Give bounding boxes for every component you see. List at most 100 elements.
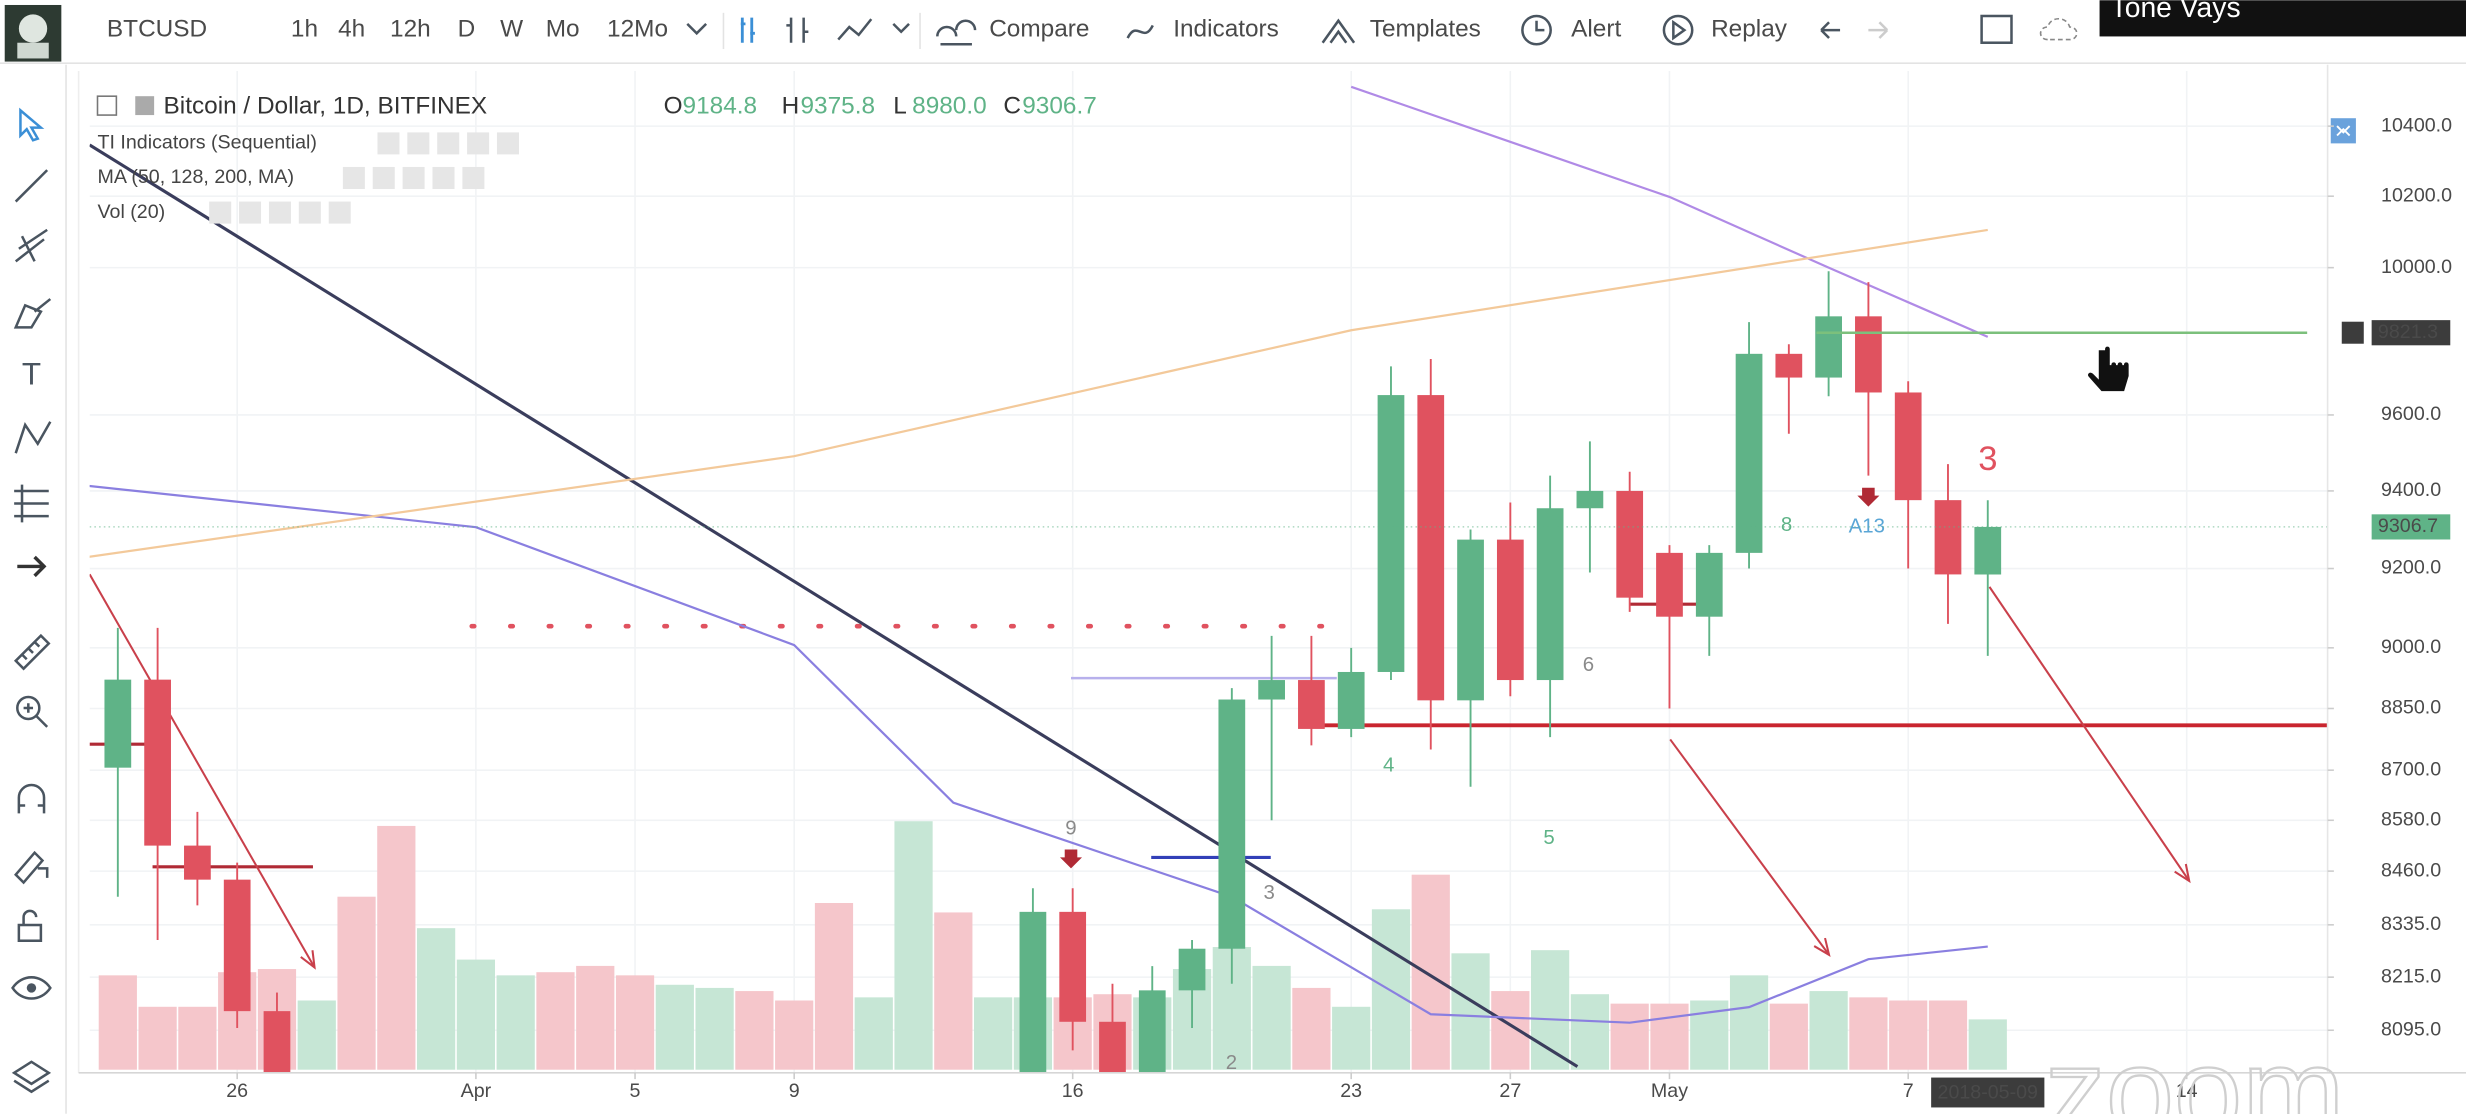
undo[interactable] bbox=[1820, 21, 1841, 39]
toolbar-button[interactable]: Compare bbox=[989, 16, 1089, 43]
arrow bbox=[1669, 738, 1830, 956]
brush-tool[interactable] bbox=[13, 298, 52, 329]
collapse-tool[interactable] bbox=[17, 555, 47, 578]
marker-plus[interactable] bbox=[2341, 321, 2364, 344]
indicator-control[interactable] bbox=[328, 201, 351, 224]
pattern-tool[interactable] bbox=[14, 421, 52, 454]
replay-icon[interactable] bbox=[1662, 14, 1694, 46]
indicator-control[interactable] bbox=[298, 201, 321, 224]
interval-button[interactable]: Mo bbox=[546, 16, 580, 43]
indicator-control[interactable] bbox=[342, 166, 365, 189]
indicator-control[interactable] bbox=[437, 132, 460, 155]
candle-body bbox=[1019, 911, 1047, 1073]
indicator-label: MA (50, 128, 200, MA) bbox=[98, 166, 295, 188]
volume-bar bbox=[178, 1006, 217, 1070]
indicators-icon[interactable] bbox=[1126, 24, 1154, 39]
annotation: 6 bbox=[1583, 653, 1594, 676]
fib-tool[interactable] bbox=[14, 228, 48, 263]
volume-bar bbox=[655, 984, 694, 1070]
video-overlay bbox=[2099, 0, 2466, 37]
x-tick-label: May bbox=[1651, 1080, 1688, 1102]
trendline-tool[interactable] bbox=[14, 169, 49, 203]
text-tool[interactable]: T bbox=[22, 356, 41, 391]
interval-button[interactable]: 12Mo bbox=[607, 16, 668, 43]
indicator-control[interactable] bbox=[407, 132, 430, 155]
volume-bar bbox=[377, 825, 416, 1070]
symbol[interactable]: BTCUSD bbox=[107, 16, 207, 43]
mouse-cursor bbox=[2086, 345, 2131, 393]
redo[interactable] bbox=[1868, 21, 1889, 39]
indicator-control[interactable] bbox=[462, 166, 485, 189]
y-tick-label: 8460.0 bbox=[2381, 859, 2441, 881]
indicator-control[interactable] bbox=[496, 132, 519, 155]
candles-icon[interactable] bbox=[740, 17, 755, 43]
indicator-control[interactable] bbox=[268, 201, 291, 224]
volume-bar bbox=[1809, 991, 1848, 1070]
alert-icon[interactable] bbox=[1521, 14, 1552, 46]
style-dropdown[interactable] bbox=[892, 22, 910, 34]
x-tick-label: 5 bbox=[630, 1080, 641, 1102]
cursor-date-box bbox=[1931, 1077, 2045, 1108]
volume-bar bbox=[1491, 991, 1530, 1070]
templates-icon[interactable] bbox=[1321, 18, 1356, 44]
time-axis bbox=[78, 1072, 2466, 1114]
settings-badge[interactable] bbox=[2330, 118, 2356, 144]
indicator-control[interactable] bbox=[372, 166, 395, 189]
indicator-control[interactable] bbox=[209, 201, 232, 224]
interval-button[interactable]: 4h bbox=[338, 16, 365, 43]
interval-dropdown[interactable] bbox=[686, 22, 708, 36]
legend-key: L bbox=[893, 93, 907, 120]
indicator-control[interactable] bbox=[432, 166, 455, 189]
candle-body bbox=[1616, 490, 1644, 598]
indicator-control[interactable] bbox=[239, 201, 262, 224]
zoom-tool[interactable] bbox=[16, 695, 41, 721]
annotation: 5 bbox=[1543, 826, 1554, 849]
legend-collapse[interactable] bbox=[96, 95, 118, 116]
watermark: zoom bbox=[2045, 1023, 2345, 1114]
toolbar-button[interactable]: Alert bbox=[1571, 16, 1621, 43]
indicator-control[interactable] bbox=[402, 166, 425, 189]
cloud[interactable] bbox=[2039, 17, 2078, 41]
layers-tool[interactable] bbox=[11, 1060, 52, 1094]
lock-tool[interactable] bbox=[17, 923, 43, 942]
visibility-tool[interactable] bbox=[11, 976, 52, 1000]
chart-pane: 3 8 A13 6 4 5 9 3 2 bbox=[89, 71, 2328, 1073]
volume-bar bbox=[1889, 1000, 1928, 1070]
toolbar-button[interactable]: Replay bbox=[1711, 16, 1788, 43]
lock-drawing-tool[interactable] bbox=[14, 850, 49, 885]
interval-button[interactable]: 1h bbox=[291, 16, 318, 43]
candle-body bbox=[1417, 395, 1445, 701]
volume-bar bbox=[1610, 1003, 1649, 1070]
interval-button[interactable]: 12h bbox=[390, 16, 431, 43]
candle-body bbox=[263, 1011, 291, 1073]
volume-bar bbox=[1332, 1006, 1371, 1070]
magnet-tool[interactable] bbox=[17, 783, 46, 814]
candle-body bbox=[1496, 539, 1524, 681]
fullscreen[interactable] bbox=[1980, 14, 2013, 44]
indicator-control[interactable] bbox=[467, 132, 490, 155]
settings-badge-icon bbox=[2336, 125, 2351, 137]
legend-value: 8980.0 bbox=[912, 93, 987, 120]
y-tick-label: 8700.0 bbox=[2381, 758, 2441, 780]
interval-button[interactable]: D bbox=[458, 16, 476, 43]
indicator-control[interactable] bbox=[377, 132, 400, 155]
candle-body bbox=[144, 679, 171, 846]
cursor-tool[interactable] bbox=[19, 107, 45, 142]
volume-bar bbox=[1411, 874, 1450, 1070]
prediction-tool[interactable] bbox=[14, 484, 49, 523]
bars-icon[interactable] bbox=[786, 17, 809, 43]
ruler-tool[interactable] bbox=[13, 633, 51, 671]
volume-bar bbox=[735, 991, 774, 1070]
indicator-label: TI Indicators (Sequential) bbox=[98, 132, 317, 154]
interval-button[interactable]: W bbox=[500, 16, 523, 43]
signal-arrow bbox=[1857, 487, 1880, 507]
compare-icon[interactable] bbox=[936, 19, 977, 46]
x-tick-label: 14 bbox=[2176, 1080, 2198, 1102]
line-icon[interactable] bbox=[837, 18, 873, 41]
trendline bbox=[89, 143, 1579, 1068]
volume-bar bbox=[695, 987, 734, 1070]
overlay-name: Tone Vays bbox=[2111, 0, 2241, 23]
toolbar-button[interactable]: Templates bbox=[1370, 16, 1481, 43]
candle-body bbox=[1178, 948, 1206, 991]
toolbar-button[interactable]: Indicators bbox=[1173, 16, 1279, 43]
